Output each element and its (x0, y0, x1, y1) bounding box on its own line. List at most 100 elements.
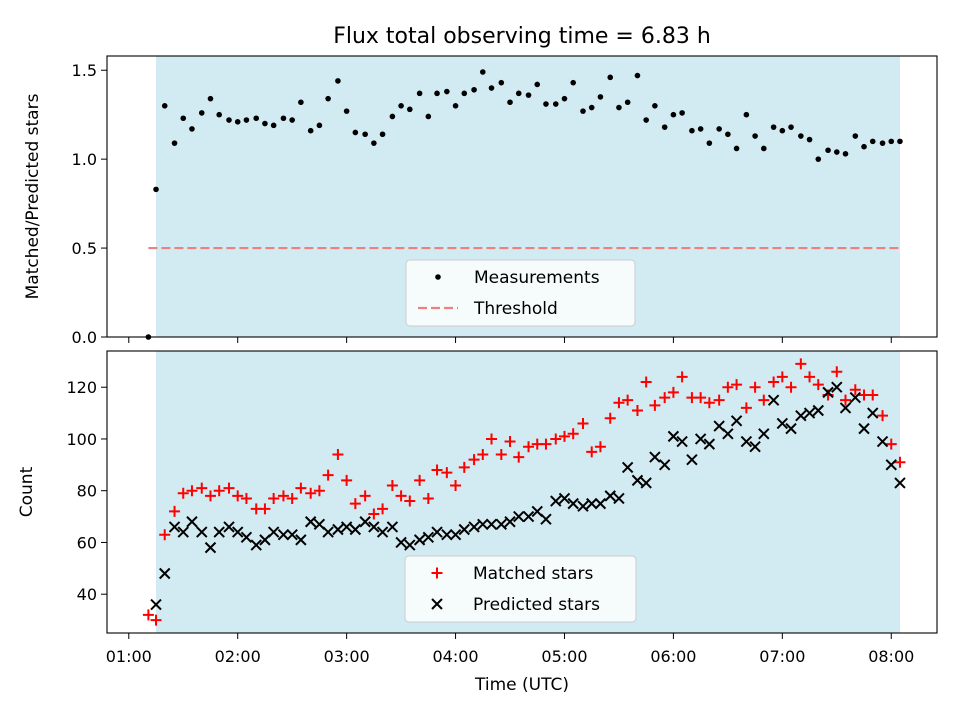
data-point-measurement (733, 145, 740, 152)
data-point-predicted (340, 521, 353, 533)
chart-title: Flux total observing time = 6.83 h (333, 24, 711, 49)
data-point-predicted (730, 415, 743, 427)
data-point-matched (877, 410, 889, 422)
x-tick-label: 06:00 (650, 647, 696, 666)
data-point-predicted (159, 567, 171, 580)
data-point-predicted (558, 492, 571, 505)
data-point-predicted (621, 461, 634, 474)
data-point-measurement (161, 102, 168, 109)
data-point-matched (368, 508, 380, 520)
data-point-matched (268, 492, 280, 504)
data-point-measurement (280, 115, 287, 122)
x-tick-label: 03:00 (324, 647, 370, 666)
data-point-measurement (842, 151, 849, 157)
x-tick-label: 02:00 (215, 647, 261, 666)
data-point-matched (341, 474, 353, 486)
data-point-measurement (798, 133, 804, 139)
data-point-predicted (631, 474, 644, 487)
data-point-matched (894, 456, 906, 468)
data-point-matched (431, 464, 443, 476)
data-point-matched (223, 482, 235, 494)
data-point-measurement (788, 124, 794, 130)
data-point-measurement (171, 140, 178, 146)
data-point-measurement (371, 140, 377, 146)
data-point-measurement (362, 131, 368, 138)
x-tick-label: 07:00 (759, 647, 805, 666)
data-point-matched (795, 358, 807, 370)
data-point-predicted (322, 526, 334, 538)
data-point-matched (659, 392, 671, 404)
data-point-predicted (722, 428, 734, 440)
data-point-measurement (725, 131, 731, 138)
data-point-measurement (852, 133, 859, 139)
data-point-predicted (749, 441, 761, 453)
data-point-matched (377, 503, 389, 515)
data-point-measurement (861, 143, 867, 150)
data-point-predicted (822, 386, 834, 399)
data-point-matched (604, 412, 616, 424)
data-point-matched (458, 461, 470, 473)
data-point-matched (295, 482, 307, 494)
data-point-predicted (177, 526, 189, 538)
y-tick-label: 80 (77, 482, 97, 501)
data-point-predicted (812, 404, 824, 417)
data-point-measurement (525, 92, 532, 98)
data-point-matched (359, 490, 371, 502)
data-point-predicted (286, 528, 298, 541)
data-point-measurement (815, 156, 822, 162)
data-point-matched (386, 480, 398, 492)
data-point-predicted (267, 526, 280, 538)
data-point-matched (812, 379, 824, 391)
data-point-predicted (250, 539, 262, 551)
data-point-matched (594, 441, 606, 453)
data-point-predicted (332, 523, 344, 536)
data-point-predicted (386, 521, 399, 533)
data-point-measurement (534, 81, 541, 88)
data-point-matched (232, 490, 244, 502)
data-point-predicted (885, 459, 897, 471)
data-point-predicted (304, 516, 317, 528)
data-point-predicted (150, 598, 162, 611)
data-point-matched (676, 371, 688, 383)
data-point-predicted (849, 391, 862, 404)
data-point-measurement (180, 115, 187, 122)
data-point-predicted (594, 497, 607, 510)
data-point-matched (804, 371, 816, 383)
data-point-predicted (359, 516, 371, 528)
data-point-predicted (740, 435, 753, 448)
data-point-matched (186, 485, 198, 497)
data-point-predicted (758, 428, 770, 440)
data-point-matched (622, 394, 634, 406)
y-tick-label: 0.5 (72, 239, 97, 258)
y-tick-label: 120 (66, 378, 97, 397)
data-point-measurement (779, 127, 786, 134)
data-point-measurement (298, 99, 304, 106)
data-point-predicted (703, 438, 716, 450)
data-point-measurement (507, 99, 513, 106)
legend-marker-predicted (431, 598, 443, 610)
data-point-matched (567, 428, 579, 440)
data-point-predicted (785, 422, 797, 435)
legend-label: Matched stars (473, 564, 593, 584)
y-tick-label: 1.0 (72, 150, 97, 169)
data-point-measurement (580, 108, 586, 114)
data-point-measurement (226, 117, 232, 123)
data-point-measurement (416, 90, 423, 97)
legend-label: Predicted stars (473, 595, 600, 615)
legend-label: Measurements (474, 268, 600, 288)
data-point-measurement (434, 90, 440, 97)
y-axis-label: Matched/Predicted stars (23, 93, 43, 299)
data-point-predicted (223, 521, 235, 533)
data-point-matched (277, 490, 289, 502)
data-point-predicted (186, 516, 198, 528)
data-point-matched (395, 490, 407, 502)
data-point-measurement (543, 101, 549, 107)
data-point-measurement (761, 145, 767, 152)
data-point-measurement (325, 95, 331, 102)
data-point-matched (305, 487, 317, 499)
data-point-predicted (604, 490, 616, 502)
data-point-measurement (425, 113, 432, 120)
data-point-predicted (803, 407, 816, 419)
data-point-predicted (658, 459, 671, 471)
data-point-matched (523, 441, 535, 453)
